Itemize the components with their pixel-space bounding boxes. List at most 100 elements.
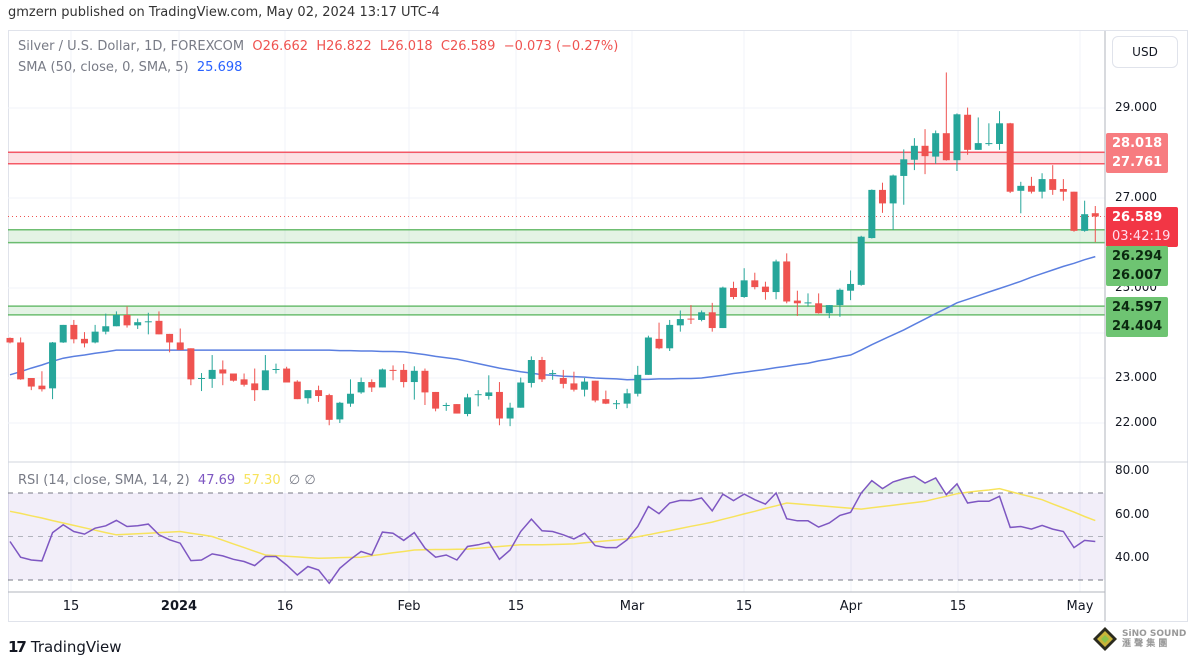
candle-body [559,378,567,384]
candle-body [1038,179,1046,192]
candle-body [1070,191,1078,231]
candle-body [1091,213,1099,217]
candle-body [229,373,237,381]
watermark-diamond-icon [1093,627,1117,651]
candle [166,333,174,353]
candle [495,382,503,426]
candle [900,149,908,205]
candle [761,281,769,300]
ohlc-close: C26.589 [440,39,496,54]
candle [378,368,386,388]
price-tick-label: 27.000 [1115,190,1157,204]
candle [59,324,67,343]
candle [357,377,365,394]
price-tick-label: 22.000 [1115,415,1157,429]
rsi-tick-label: 60.00 [1115,506,1150,521]
candle-body [655,338,663,349]
candle [953,113,961,171]
candle-body [240,379,248,385]
candle-body [123,315,131,326]
tradingview-logo-icon: 17 [8,638,27,656]
rsi-panel [8,475,1105,585]
candle [368,379,376,392]
candle-body [815,303,823,314]
currency-button[interactable]: USD [1112,36,1178,68]
candle-body [336,402,344,420]
candle-body [325,395,333,420]
candle-body [847,283,855,291]
rsi-title: RSI (14, close, SMA, 14, 2) [18,473,190,488]
candle [219,360,227,386]
candle-body [783,261,791,302]
candle-body [251,383,259,391]
candle-body [825,305,833,314]
candle [1059,179,1067,201]
candle [644,335,652,375]
candle [485,375,493,400]
candle [432,391,440,412]
candle-body [91,331,99,343]
sma-legend[interactable]: SMA (50, close, 0, SMA, 5) 25.698 [18,60,242,75]
candle [868,189,876,239]
tradingview-brand: TradingView [30,638,122,656]
candle [996,111,1004,150]
candle [80,332,88,348]
candle-body [421,370,429,393]
candle [527,356,535,388]
publisher-line: gmzern published on TradingView.com, May… [8,5,440,20]
candle-body [378,369,386,388]
candle [27,378,35,391]
candle [229,373,237,382]
candle [251,368,259,401]
candle-body [219,369,227,374]
support-zone-2-tag: 24.597 24.404 [1106,297,1168,337]
candle [825,305,833,319]
candle-body [59,324,67,343]
candle [304,390,312,404]
candle-body [208,369,216,379]
candle [102,313,110,335]
candle [315,385,323,402]
watermark-logo: SiNO SOUND 滙 聲 集 團 [1092,626,1186,652]
candle [559,369,567,389]
candle [293,380,301,400]
candle-body [878,189,886,204]
rsi-tick-label: 40.00 [1115,550,1150,565]
candle [1017,181,1025,214]
sma-value: 25.698 [196,60,243,75]
price-tick-label: 23.000 [1115,370,1157,384]
rsi-legend[interactable]: RSI (14, close, SMA, 14, 2) 47.69 57.30 … [18,473,316,488]
candle [549,369,557,380]
candle [155,311,163,335]
candle-body [857,236,865,285]
candle [506,402,514,427]
candle-body [346,393,354,404]
rsi-extra: ∅ ∅ [288,473,316,488]
candle-body [591,380,599,401]
price-zones [8,151,1105,316]
candle [112,311,120,327]
rsi-line [9,475,1096,585]
candle [687,305,695,324]
time-tick-label: 15 [62,599,80,614]
candle-body [623,393,631,404]
candle-body [910,145,918,160]
candle-body [985,143,993,145]
candle-body [357,382,365,393]
candle [666,319,674,351]
candle [17,337,25,380]
candle [70,319,78,344]
candle [38,371,46,392]
rsi-value: 47.69 [197,473,236,488]
resistance-top-label: 28.018 [1112,136,1163,151]
candle-body [687,318,695,320]
candle-body [900,159,908,176]
candle-body [315,390,323,396]
sma50-line [9,255,1096,381]
tradingview-logo[interactable]: 17 TradingView [8,638,122,656]
candle [144,312,152,335]
resistance-bottom-label: 27.761 [1112,155,1163,170]
candle-body [49,342,57,389]
candle [283,366,291,383]
